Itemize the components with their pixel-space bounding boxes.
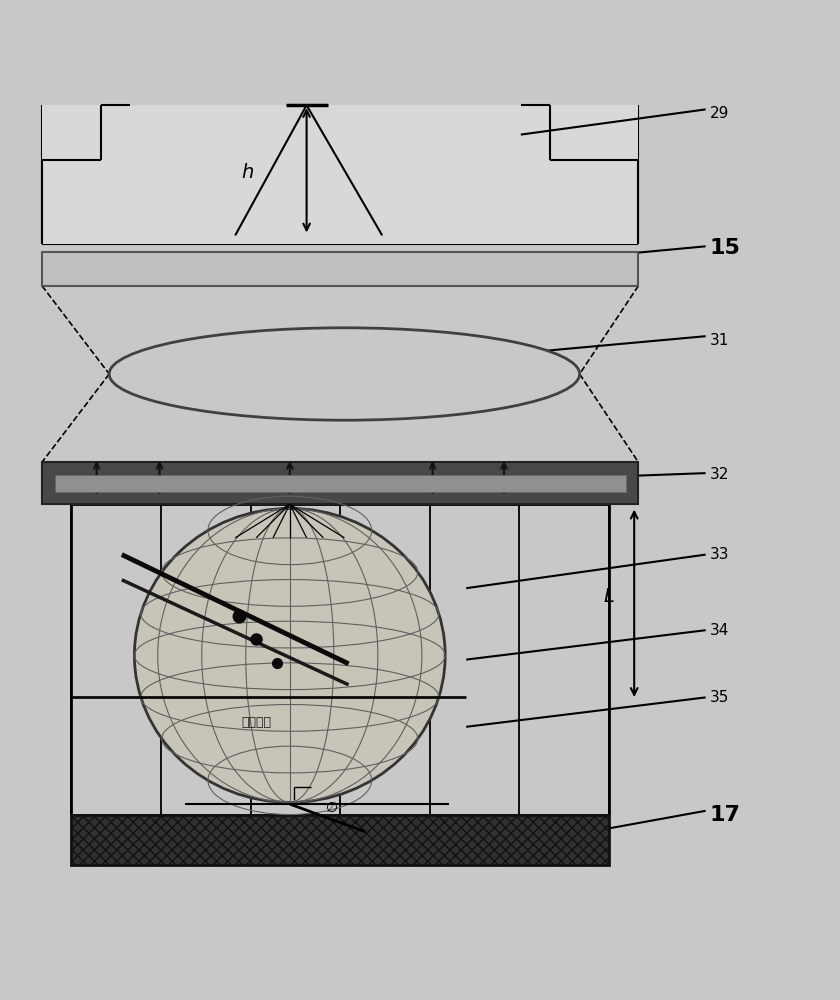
Text: 17: 17 [710,805,741,825]
Ellipse shape [134,508,445,802]
Text: 保偏光纤: 保偏光纤 [241,716,271,729]
Text: 33: 33 [710,547,729,562]
Text: 34: 34 [710,623,729,638]
Text: 31: 31 [710,333,729,348]
Text: 15: 15 [710,238,741,258]
Bar [42,462,638,504]
Ellipse shape [109,328,580,420]
Bar [42,252,638,286]
Text: $\emptyset$: $\emptyset$ [325,801,339,815]
Bar [71,815,609,865]
Text: 32: 32 [710,467,729,482]
Bar [55,475,626,492]
Bar [42,105,638,244]
Text: L: L [604,587,614,606]
Text: 29: 29 [710,106,729,121]
Text: 35: 35 [710,690,729,705]
Text: h: h [242,163,254,182]
